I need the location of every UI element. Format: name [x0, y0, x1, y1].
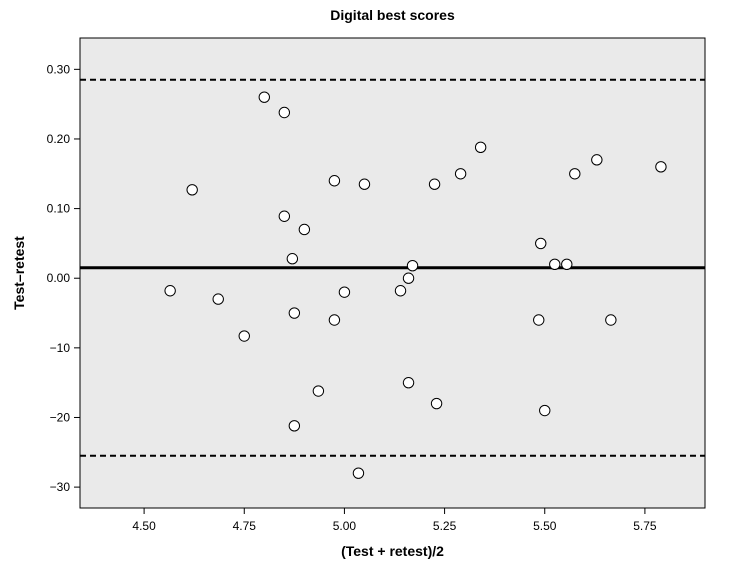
- data-point: [279, 211, 289, 221]
- data-point: [259, 92, 269, 102]
- data-point: [279, 107, 289, 117]
- data-point: [289, 308, 299, 318]
- data-point: [329, 176, 339, 186]
- data-point: [299, 224, 309, 234]
- y-axis-label: Test–retest: [11, 236, 27, 310]
- y-tick-label: −10: [50, 341, 71, 355]
- x-tick-label: 5.25: [433, 519, 457, 533]
- x-axis: 4.50 4.75 5.00 5.25 5.50 5.75: [132, 508, 656, 533]
- data-point: [395, 286, 405, 296]
- y-axis: −30 −20 −10 0.00 0.10 0.20 0.30: [47, 62, 80, 494]
- x-axis-label: (Test + retest)/2: [341, 543, 444, 559]
- chart-svg: Digital best scores 4.50 4.75 5.00 5.25 5.50…: [0, 0, 729, 568]
- y-tick-label: 0.30: [47, 62, 71, 76]
- data-point: [606, 315, 616, 325]
- data-point: [540, 405, 550, 415]
- data-point: [339, 287, 349, 297]
- x-tick-label: 5.50: [533, 519, 557, 533]
- data-point: [239, 331, 249, 341]
- data-point: [656, 162, 666, 172]
- x-tick-label: 4.50: [132, 519, 156, 533]
- data-point: [165, 286, 175, 296]
- y-tick-label: 0.20: [47, 132, 71, 146]
- data-point: [534, 315, 544, 325]
- plot-background: [80, 38, 705, 508]
- data-point: [329, 315, 339, 325]
- x-tick-label: 5.00: [333, 519, 357, 533]
- data-point: [407, 260, 417, 270]
- data-point: [562, 259, 572, 269]
- bland-altman-chart: Digital best scores 4.50 4.75 5.00 5.25 5.50…: [0, 0, 729, 568]
- data-point: [353, 468, 363, 478]
- y-tick-label: 0.00: [47, 271, 71, 285]
- data-point: [536, 238, 546, 248]
- chart-title: Digital best scores: [330, 7, 455, 23]
- data-point: [455, 169, 465, 179]
- data-point: [213, 294, 223, 304]
- data-point: [431, 398, 441, 408]
- data-point: [592, 155, 602, 165]
- data-point: [429, 179, 439, 189]
- x-tick-label: 4.75: [233, 519, 257, 533]
- y-tick-label: −20: [50, 410, 71, 424]
- data-point: [287, 254, 297, 264]
- data-point: [403, 377, 413, 387]
- data-point: [359, 179, 369, 189]
- data-point: [475, 142, 485, 152]
- data-point: [187, 185, 197, 195]
- y-tick-label: −30: [50, 480, 71, 494]
- data-point: [289, 421, 299, 431]
- data-point: [570, 169, 580, 179]
- y-tick-label: 0.10: [47, 202, 71, 216]
- data-point: [403, 273, 413, 283]
- data-point: [550, 259, 560, 269]
- data-point: [313, 386, 323, 396]
- x-tick-label: 5.75: [633, 519, 657, 533]
